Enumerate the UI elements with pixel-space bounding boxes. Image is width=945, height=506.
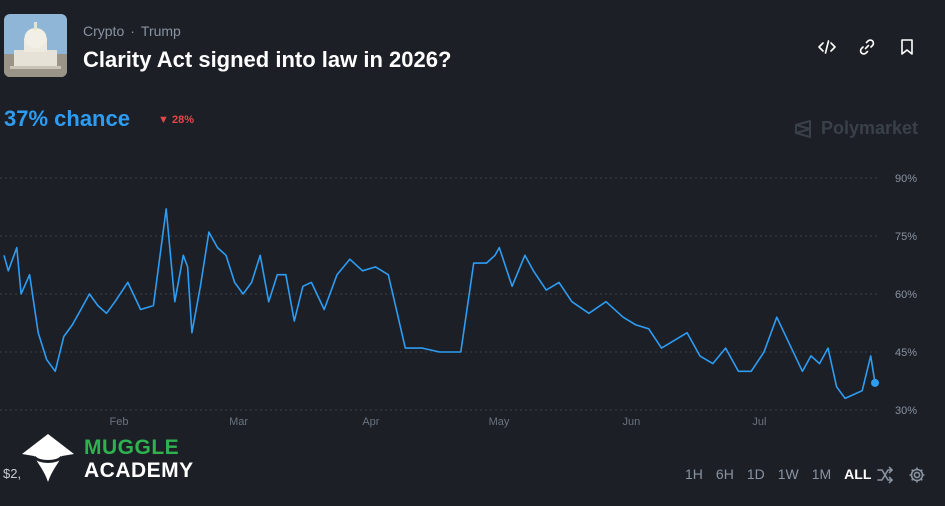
y-tick-label: 60%	[895, 289, 917, 301]
x-tick-label: Mar	[229, 416, 248, 428]
header-actions	[818, 38, 916, 56]
range-1d[interactable]: 1D	[746, 466, 765, 482]
breadcrumb: Crypto · Trump	[83, 23, 181, 39]
time-range-selector: 1H 6H 1D 1W 1M ALL	[685, 466, 871, 482]
change-value: 28%	[171, 114, 194, 126]
range-1m[interactable]: 1M	[811, 466, 832, 482]
polymarket-watermark: Polymarket	[793, 118, 918, 139]
y-tick-label: 90%	[895, 173, 917, 185]
breadcrumb-separator: ·	[130, 23, 135, 39]
watermark-text: Polymarket	[821, 118, 919, 138]
x-tick-label: Apr	[362, 416, 379, 428]
polymarket-logo-icon	[795, 119, 811, 138]
shuffle-icon[interactable]	[876, 466, 894, 484]
change-badge: ▼ 28%	[158, 114, 194, 126]
breadcrumb-category[interactable]: Crypto	[83, 23, 125, 39]
settings-gear-icon[interactable]	[908, 466, 926, 484]
market-thumbnail	[4, 14, 67, 77]
y-tick-label: 75%	[895, 231, 917, 243]
range-1h[interactable]: 1H	[685, 466, 703, 482]
brand-logo-icon	[22, 434, 74, 482]
brand-line-1: MUGGLE	[84, 436, 180, 459]
current-value-dot	[871, 378, 879, 387]
range-1w[interactable]: 1W	[777, 466, 799, 482]
bookmark-icon[interactable]	[898, 38, 916, 56]
muggle-academy-logo: MUGGLE ACADEMY	[18, 430, 193, 491]
x-tick-label: Jul	[752, 416, 766, 428]
x-tick-label: May	[489, 416, 510, 428]
chart-tools	[876, 466, 926, 484]
link-icon[interactable]	[858, 38, 876, 56]
y-tick-label: 30%	[895, 405, 917, 417]
down-arrow-icon: ▼	[158, 114, 169, 126]
market-title: Clarity Act signed into law in 2026?	[83, 47, 452, 72]
brand-line-2: ACADEMY	[84, 459, 194, 482]
y-tick-label: 45%	[895, 347, 917, 359]
price-chart[interactable]: 90% 75% 60% 45% 30% Feb Mar Apr May Jun Jul	[0, 150, 945, 440]
range-6h[interactable]: 6H	[715, 466, 734, 482]
range-all[interactable]: ALL	[844, 466, 872, 482]
breadcrumb-tag[interactable]: Trump	[140, 23, 181, 39]
volume-label: $2,	[3, 466, 22, 481]
series-line	[3, 208, 876, 400]
chance-value: 37% chance	[4, 106, 130, 131]
x-tick-label: Feb	[110, 416, 129, 428]
embed-code-icon[interactable]	[818, 38, 836, 56]
x-tick-label: Jun	[622, 416, 640, 428]
